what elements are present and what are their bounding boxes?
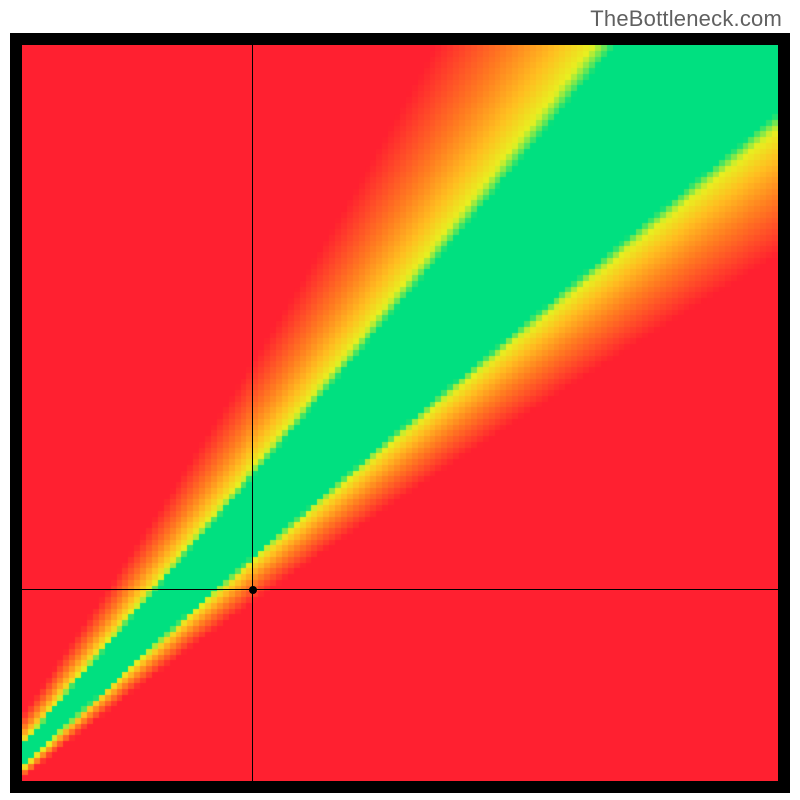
attribution-text: TheBottleneck.com <box>590 6 782 32</box>
crosshair-marker <box>249 586 257 594</box>
heatmap-canvas <box>22 45 778 781</box>
chart-frame <box>10 33 790 793</box>
crosshair-vertical <box>252 45 253 781</box>
crosshair-horizontal <box>22 589 778 590</box>
